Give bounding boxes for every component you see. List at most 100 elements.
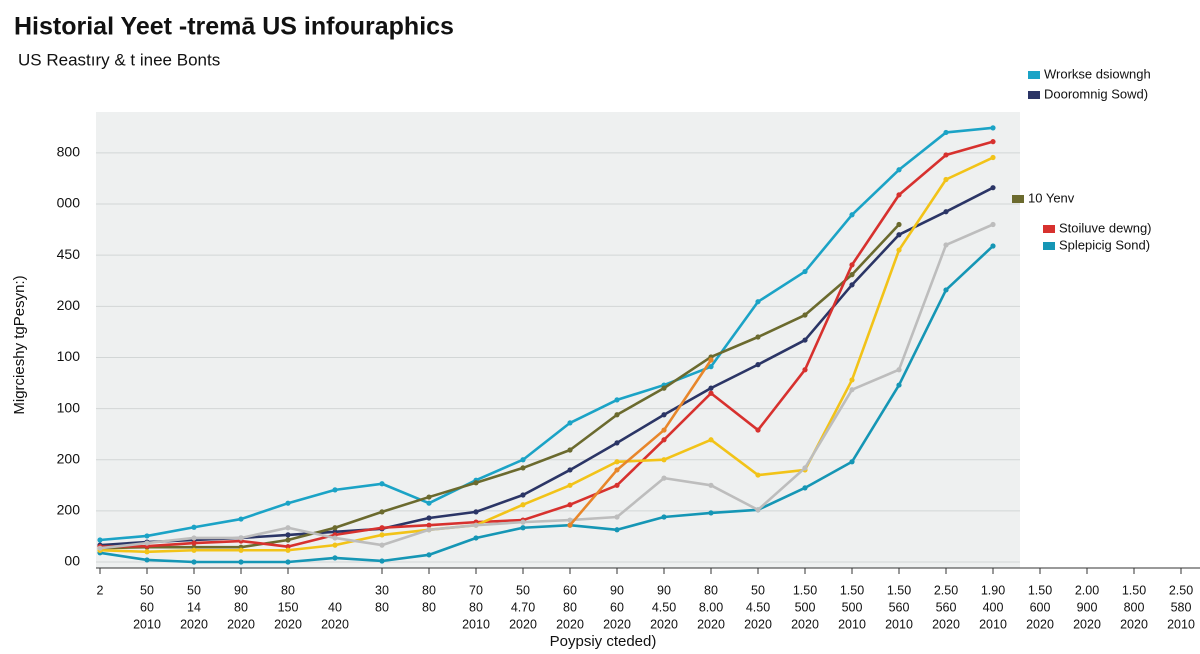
point <box>802 312 808 318</box>
point <box>379 542 385 548</box>
x-tick-label: 80 <box>563 600 577 614</box>
x-tick-label: 80 <box>469 600 483 614</box>
point <box>661 457 667 463</box>
x-tick-label: 2020 <box>274 617 302 631</box>
x-tick-label: 1.50 <box>887 583 911 597</box>
x-tick-label: 80 <box>704 583 718 597</box>
point <box>426 552 432 558</box>
x-tick-label: 500 <box>795 600 816 614</box>
series-line <box>99 140 994 548</box>
point <box>802 268 808 275</box>
point <box>285 559 291 565</box>
x-tick-label: 2.50 <box>1169 583 1193 597</box>
point <box>849 377 855 383</box>
y-tick-label: 800 <box>57 144 81 160</box>
point <box>473 522 479 528</box>
x-tick-label: 1.50 <box>793 583 817 597</box>
x-tick-label: 500 <box>842 600 863 614</box>
point <box>285 525 291 531</box>
point <box>896 167 902 173</box>
x-tick-label: 1.50 <box>1122 583 1146 597</box>
y-tick-label: 200 <box>57 297 81 313</box>
point <box>755 334 761 340</box>
point <box>285 544 291 550</box>
x-tick-label: 60 <box>610 600 624 614</box>
point <box>332 525 338 531</box>
series-line <box>99 245 994 564</box>
point <box>379 558 385 564</box>
x-tick-label: 1.90 <box>981 583 1005 597</box>
point <box>896 232 902 238</box>
x-tick-label: 2020 <box>650 617 678 631</box>
x-tick-label: 1.50 <box>1028 583 1052 597</box>
x-tick-label: 2 <box>97 583 104 597</box>
series-line <box>569 359 713 527</box>
point <box>191 540 197 546</box>
point <box>990 185 996 191</box>
point <box>614 397 620 403</box>
x-tick-label: 2020 <box>697 617 725 631</box>
point <box>802 337 808 343</box>
point <box>520 502 526 508</box>
x-tick-label: 40 <box>328 600 342 614</box>
point <box>285 532 291 538</box>
point <box>708 385 714 391</box>
y-tick-label: 200 <box>57 502 81 518</box>
x-tick-label: 2020 <box>791 617 819 631</box>
point <box>943 129 949 136</box>
legend-swatch <box>1028 71 1040 79</box>
point <box>802 367 808 373</box>
point <box>379 481 385 487</box>
point <box>943 176 949 183</box>
point <box>943 287 949 293</box>
point <box>426 494 432 500</box>
point <box>97 537 103 543</box>
x-tick-label: 2020 <box>556 617 584 631</box>
x-tick-label: 1.50 <box>840 583 864 597</box>
point <box>567 522 573 528</box>
y-tick-label: 450 <box>57 246 81 262</box>
y-tick-label: 200 <box>57 450 81 466</box>
y-axis-label: Migrcieshy tgPesyn:) <box>11 275 28 414</box>
point <box>567 467 573 473</box>
y-tick-label: 00 <box>64 553 80 569</box>
point <box>708 482 714 488</box>
point <box>849 282 855 288</box>
y-tick-label: 100 <box>57 399 81 415</box>
x-tick-label: 2020 <box>509 617 537 631</box>
x-tick-label: 4.50 <box>746 600 770 614</box>
x-tick-label: 50 <box>516 583 530 597</box>
x-tick-label: 80 <box>281 583 295 597</box>
point <box>614 482 620 488</box>
point <box>990 125 996 131</box>
series-line <box>99 156 994 554</box>
point <box>849 212 855 218</box>
x-tick-label: 80 <box>422 583 436 597</box>
point <box>520 492 526 498</box>
legend-swatch <box>1043 225 1055 233</box>
point <box>661 514 667 520</box>
point <box>755 427 761 433</box>
point <box>520 519 526 525</box>
point <box>426 522 432 528</box>
x-tick-label: 4.50 <box>652 600 676 614</box>
legend-label: 10 Yenv <box>1028 190 1075 205</box>
point <box>520 457 526 463</box>
point <box>285 547 291 553</box>
x-tick-label: 2020 <box>603 617 631 631</box>
series-line <box>99 223 994 550</box>
legend-swatch <box>1012 195 1024 203</box>
point <box>567 502 573 508</box>
point <box>661 412 667 418</box>
point <box>191 535 197 541</box>
point <box>426 527 432 533</box>
point <box>191 524 197 530</box>
point <box>943 209 949 215</box>
legend-label: Splepicig Sond) <box>1059 237 1150 252</box>
point <box>661 475 667 481</box>
legend-swatch <box>1028 91 1040 99</box>
x-tick-label: 50 <box>140 583 154 597</box>
y-tick-label: 100 <box>57 348 81 364</box>
point <box>990 139 996 145</box>
point <box>332 555 338 561</box>
